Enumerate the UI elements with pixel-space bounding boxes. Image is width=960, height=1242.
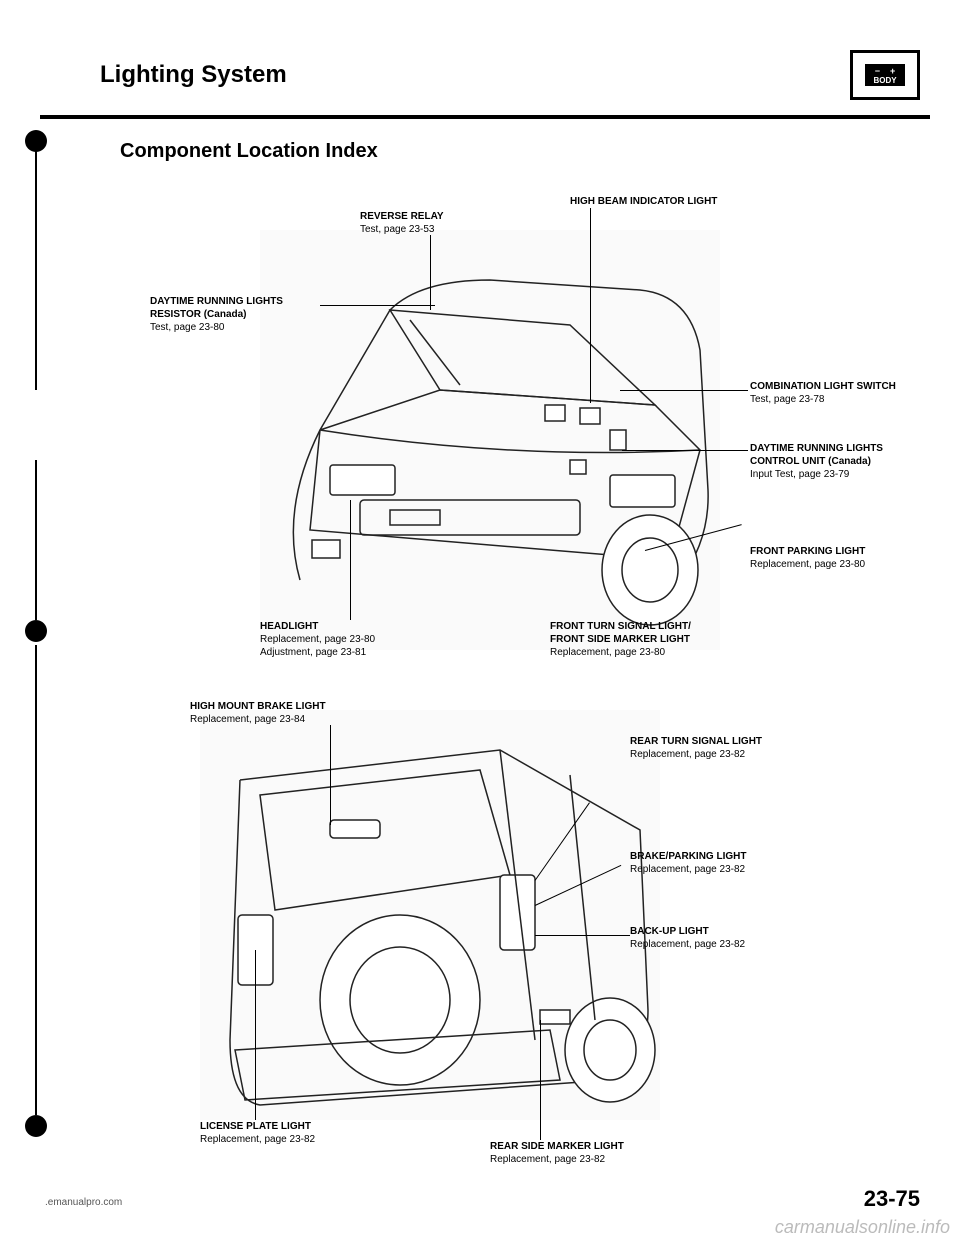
label-sub: Replacement, page 23-80 xyxy=(750,558,950,571)
binding-line xyxy=(35,645,37,1115)
callout-backup: BACK-UP LIGHT Replacement, page 23-82 xyxy=(630,925,850,951)
label-title: FRONT PARKING LIGHT xyxy=(750,545,950,558)
binding-line xyxy=(35,460,37,620)
binding-dot xyxy=(25,620,47,642)
label-title2: FRONT SIDE MARKER LIGHT xyxy=(550,633,770,646)
binding-dot xyxy=(25,130,47,152)
callout-headlight: HEADLIGHT Replacement, page 23-80 Adjust… xyxy=(260,620,440,659)
callout-high-mount: HIGH MOUNT BRAKE LIGHT Replacement, page… xyxy=(190,700,390,726)
label-title: BRAKE/PARKING LIGHT xyxy=(630,850,850,863)
callout-license-plate: LICENSE PLATE LIGHT Replacement, page 23… xyxy=(200,1120,400,1146)
label-title: HEADLIGHT xyxy=(260,620,440,633)
leader-line xyxy=(590,208,591,403)
callout-daytime-control: DAYTIME RUNNING LIGHTS CONTROL UNIT (Can… xyxy=(750,442,950,481)
label-sub: Test, page 23-78 xyxy=(750,393,950,406)
label-title1: DAYTIME RUNNING LIGHTS xyxy=(750,442,950,455)
vehicle-front-diagram xyxy=(260,230,720,650)
binding-line xyxy=(35,150,37,390)
callout-daytime-resistor: DAYTIME RUNNING LIGHTS RESISTOR (Canada)… xyxy=(150,295,330,334)
label-title: LICENSE PLATE LIGHT xyxy=(200,1120,400,1133)
label-sub: Replacement, page 23-82 xyxy=(630,863,850,876)
section-title: Lighting System xyxy=(100,61,287,89)
label-sub: Input Test, page 23-79 xyxy=(750,468,950,481)
page-number: 23-75 xyxy=(864,1186,920,1212)
header-rule xyxy=(40,115,930,119)
leader-line xyxy=(350,500,351,620)
source-url: .emanualpro.com xyxy=(45,1197,122,1208)
label-title: REVERSE RELAY xyxy=(360,210,510,223)
label-title2: CONTROL UNIT (Canada) xyxy=(750,455,950,468)
callout-reverse-relay: REVERSE RELAY Test, page 23-53 xyxy=(360,210,510,236)
callout-brake-parking: BRAKE/PARKING LIGHT Replacement, page 23… xyxy=(630,850,850,876)
label-title2: RESISTOR (Canada) xyxy=(150,308,330,321)
watermark: carmanualsonline.info xyxy=(775,1217,950,1238)
manual-page: Lighting System − + BODY Component Locat… xyxy=(0,0,960,1242)
leader-line xyxy=(622,450,748,451)
label-sub: Test, page 23-80 xyxy=(150,321,330,334)
label-title: COMBINATION LIGHT SWITCH xyxy=(750,380,950,393)
label-sub2: Adjustment, page 23-81 xyxy=(260,646,440,659)
diagram-area: REVERSE RELAY Test, page 23-53 HIGH BEAM… xyxy=(50,180,930,1162)
vehicle-rear-diagram xyxy=(200,710,660,1120)
leader-line xyxy=(330,725,331,825)
label-title: REAR TURN SIGNAL LIGHT xyxy=(630,735,850,748)
leader-line xyxy=(620,390,748,391)
label-sub: Replacement, page 23-82 xyxy=(630,938,850,951)
leader-line xyxy=(535,935,630,936)
label-title: HIGH BEAM INDICATOR LIGHT xyxy=(570,195,770,208)
label-title1: FRONT TURN SIGNAL LIGHT/ xyxy=(550,620,770,633)
callout-rear-turn: REAR TURN SIGNAL LIGHT Replacement, page… xyxy=(630,735,850,761)
binding-dot xyxy=(25,1115,47,1137)
leader-line xyxy=(540,1020,541,1140)
plus-symbol: + xyxy=(890,66,895,76)
label-sub: Replacement, page 23-82 xyxy=(630,748,850,761)
label-sub1: Replacement, page 23-80 xyxy=(260,633,440,646)
label-sub: Test, page 23-53 xyxy=(360,223,510,236)
leader-line xyxy=(430,235,431,310)
label-sub: Replacement, page 23-82 xyxy=(490,1153,710,1166)
label-title: BACK-UP LIGHT xyxy=(630,925,850,938)
body-section-icon: − + BODY xyxy=(850,50,920,100)
callout-front-parking: FRONT PARKING LIGHT Replacement, page 23… xyxy=(750,545,950,571)
leader-line xyxy=(255,950,256,1120)
callout-combination-switch: COMBINATION LIGHT SWITCH Test, page 23-7… xyxy=(750,380,950,406)
leader-line xyxy=(320,305,435,306)
callout-front-turn: FRONT TURN SIGNAL LIGHT/ FRONT SIDE MARK… xyxy=(550,620,770,659)
label-title: REAR SIDE MARKER LIGHT xyxy=(490,1140,710,1153)
body-icon-inner: − + BODY xyxy=(865,64,905,86)
page-header: Lighting System − + BODY xyxy=(100,40,920,110)
page-subtitle: Component Location Index xyxy=(120,140,378,163)
minus-symbol: − xyxy=(875,66,880,76)
label-title1: DAYTIME RUNNING LIGHTS xyxy=(150,295,330,308)
callout-high-beam: HIGH BEAM INDICATOR LIGHT xyxy=(570,195,770,208)
label-sub: Replacement, page 23-82 xyxy=(200,1133,400,1146)
label-sub: Replacement, page 23-80 xyxy=(550,646,770,659)
label-sub: Replacement, page 23-84 xyxy=(190,713,390,726)
label-title: HIGH MOUNT BRAKE LIGHT xyxy=(190,700,390,713)
body-label: BODY xyxy=(873,76,896,85)
callout-rear-side-marker: REAR SIDE MARKER LIGHT Replacement, page… xyxy=(490,1140,710,1166)
